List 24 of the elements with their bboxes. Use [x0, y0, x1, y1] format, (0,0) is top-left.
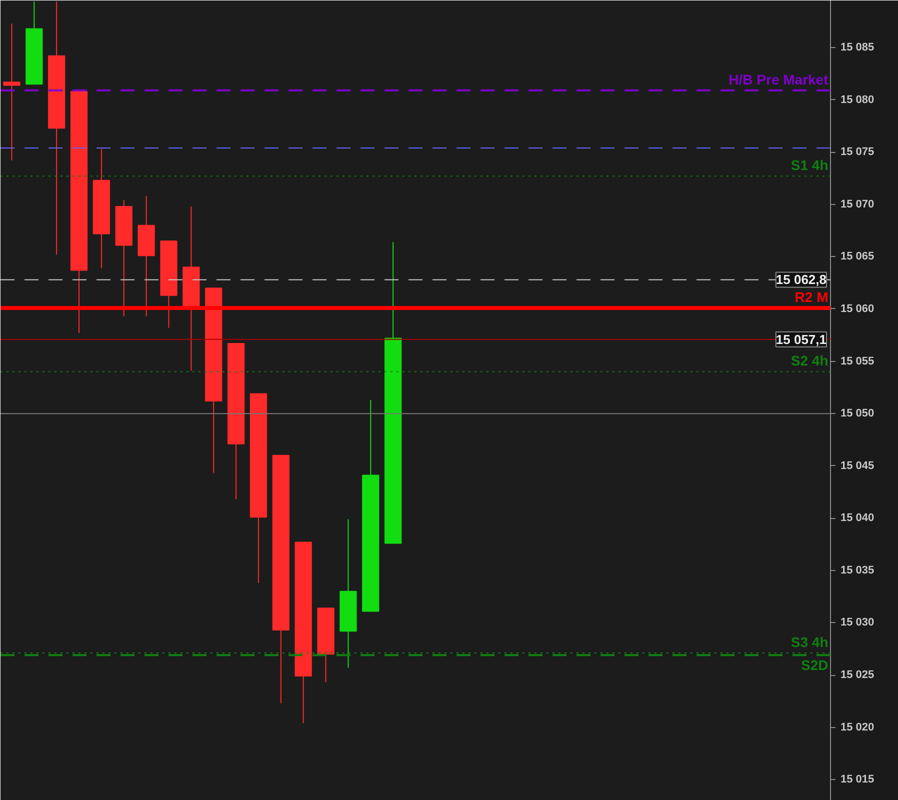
ref-line-label: H/B Pre Market	[728, 71, 829, 88]
y-tick-label: 15 025	[840, 669, 874, 682]
y-tick-label: 15 040	[840, 512, 874, 524]
y-tick-label: 15 050	[840, 408, 874, 420]
ref-line-label: S3 4h	[790, 634, 828, 650]
candlestick	[3, 23, 20, 161]
y-tick-label: 15 080	[840, 94, 874, 106]
y-tick-label: 15 015	[840, 774, 874, 786]
y-tick-label: 15 065	[840, 250, 874, 263]
y-tick-label: 15 055	[840, 355, 874, 368]
annotation: 15 057,1	[776, 332, 827, 347]
y-tick-label: 15 035	[840, 564, 874, 576]
ref-line-label: S2D	[801, 657, 828, 674]
y-tick-label: 15 070	[840, 198, 874, 210]
ref-line-label: S2 4h	[790, 352, 828, 369]
y-tick-label: 15 085	[840, 42, 874, 54]
y-tick-label: 15 060	[840, 302, 874, 315]
y-tick-label: 15 030	[840, 616, 874, 629]
y-tick-label: 15 075	[840, 146, 874, 158]
y-tick-label: 15 045	[840, 460, 874, 472]
ref-line-label: S1 4h	[790, 157, 828, 174]
annotation: 15 062,8	[776, 272, 827, 288]
y-tick-label: 15 020	[840, 721, 874, 734]
ref-line-label: R2 M	[794, 288, 828, 305]
